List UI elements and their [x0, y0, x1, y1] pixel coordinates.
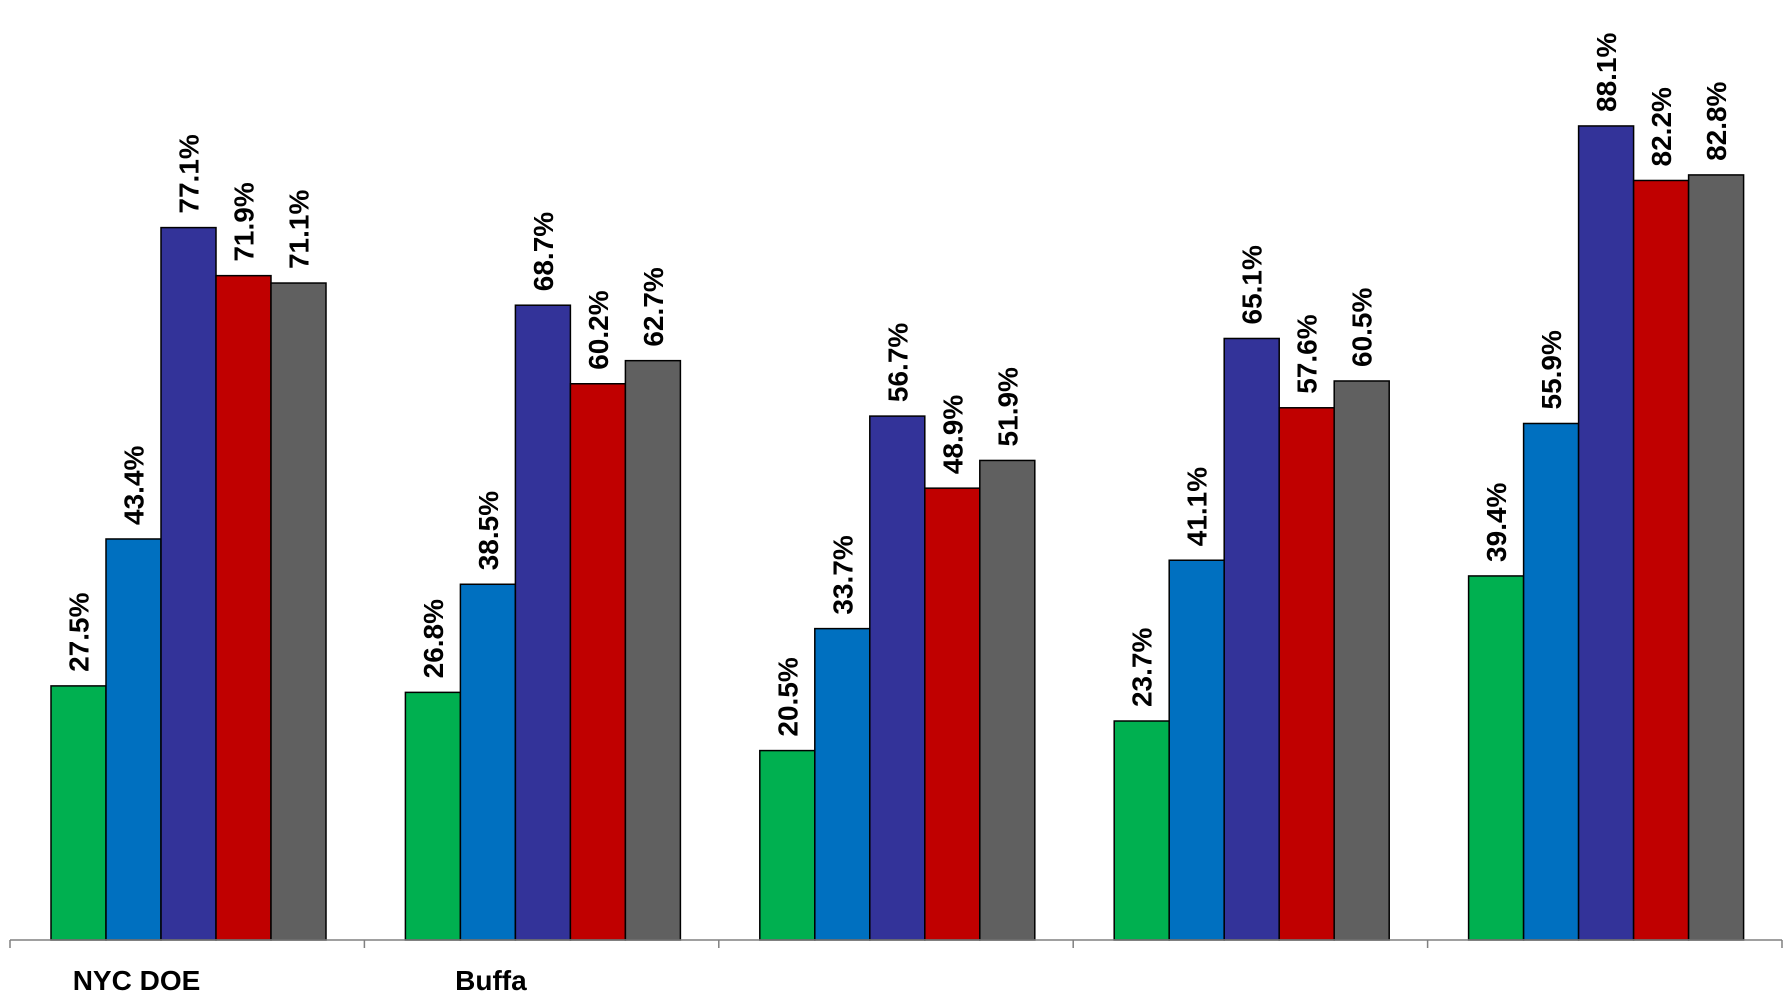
data-label-series1-cat5: 39.4% — [1481, 482, 1512, 561]
data-label-series1-cat2: 26.8% — [418, 599, 449, 678]
bar-series1-cat1 — [50, 685, 107, 941]
bar-series1-cat2 — [404, 691, 462, 941]
bar-series5-cat1 — [270, 282, 327, 941]
bar-series4-cat2 — [569, 383, 627, 941]
category-labels: NYC DOE Buffa — [73, 965, 527, 994]
bar-series2-cat5 — [1522, 422, 1580, 941]
bar-series2-cat1 — [105, 538, 162, 941]
data-label-series4-cat4: 57.6% — [1292, 314, 1323, 393]
bar-series4-cat4 — [1278, 407, 1335, 941]
bar-series1-cat4 — [1113, 720, 1170, 941]
data-label-series3-cat4: 65.1% — [1237, 245, 1268, 324]
category-label-2: Buffa — [455, 965, 527, 994]
data-label-series4-cat3: 48.9% — [937, 395, 968, 474]
data-label-series5-cat1: 71.1% — [284, 190, 315, 269]
data-label-series1-cat1: 27.5% — [64, 592, 95, 671]
data-label-series3-cat3: 56.7% — [882, 323, 913, 402]
data-label-series5-cat5: 82.8% — [1701, 81, 1732, 160]
data-label-series2-cat3: 33.7% — [827, 535, 858, 614]
data-label-series3-cat5: 88.1% — [1591, 32, 1622, 111]
data-label-series4-cat5: 82.2% — [1646, 87, 1677, 166]
data-label-series2-cat2: 38.5% — [473, 491, 504, 570]
bar-series3-cat5 — [1577, 125, 1635, 941]
bar-series2-cat3 — [814, 627, 871, 941]
category-label-1: NYC DOE — [73, 965, 201, 994]
bar-series5-cat5 — [1687, 174, 1745, 941]
data-label-series4-cat1: 71.9% — [229, 182, 260, 261]
data-label-series5-cat3: 51.9% — [992, 367, 1023, 446]
data-label-series4-cat2: 60.2% — [583, 290, 614, 369]
bar-series5-cat3 — [979, 459, 1036, 941]
bar-series3-cat4 — [1223, 337, 1280, 941]
bar-series3-cat2 — [514, 304, 572, 941]
data-label-series1-cat4: 23.7% — [1127, 628, 1158, 707]
x-axis-ticks — [9, 940, 1783, 948]
bar-series4-cat5 — [1632, 179, 1690, 941]
data-label-series2-cat4: 41.1% — [1182, 467, 1213, 546]
bar-series4-cat1 — [215, 274, 272, 941]
bar-series2-cat2 — [459, 583, 517, 941]
data-label-series3-cat2: 68.7% — [528, 212, 559, 291]
bar-series1-cat3 — [759, 749, 816, 941]
bar-series3-cat3 — [869, 415, 926, 941]
data-labels-layer: 27.5% 43.4% 77.1% 71.9% 71.1% 26.8% 38.5% 68.7%… — [64, 32, 1733, 736]
bar-series2-cat4 — [1168, 559, 1225, 941]
bar-series1-cat5 — [1467, 575, 1525, 941]
data-label-series5-cat4: 60.5% — [1347, 287, 1378, 366]
data-label-series5-cat2: 62.7% — [638, 267, 669, 346]
data-label-series2-cat1: 43.4% — [119, 445, 150, 524]
data-label-series1-cat3: 20.5% — [772, 657, 803, 736]
bar-series5-cat4 — [1333, 380, 1390, 941]
data-label-series2-cat5: 55.9% — [1536, 330, 1567, 409]
data-label-series3-cat1: 77.1% — [174, 134, 205, 213]
bars-layer — [50, 125, 1745, 941]
bar-series4-cat3 — [924, 487, 981, 941]
bar-series5-cat2 — [624, 359, 682, 941]
bar-series3-cat1 — [160, 226, 217, 941]
